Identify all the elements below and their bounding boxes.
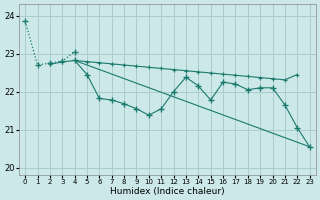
- X-axis label: Humidex (Indice chaleur): Humidex (Indice chaleur): [110, 187, 225, 196]
